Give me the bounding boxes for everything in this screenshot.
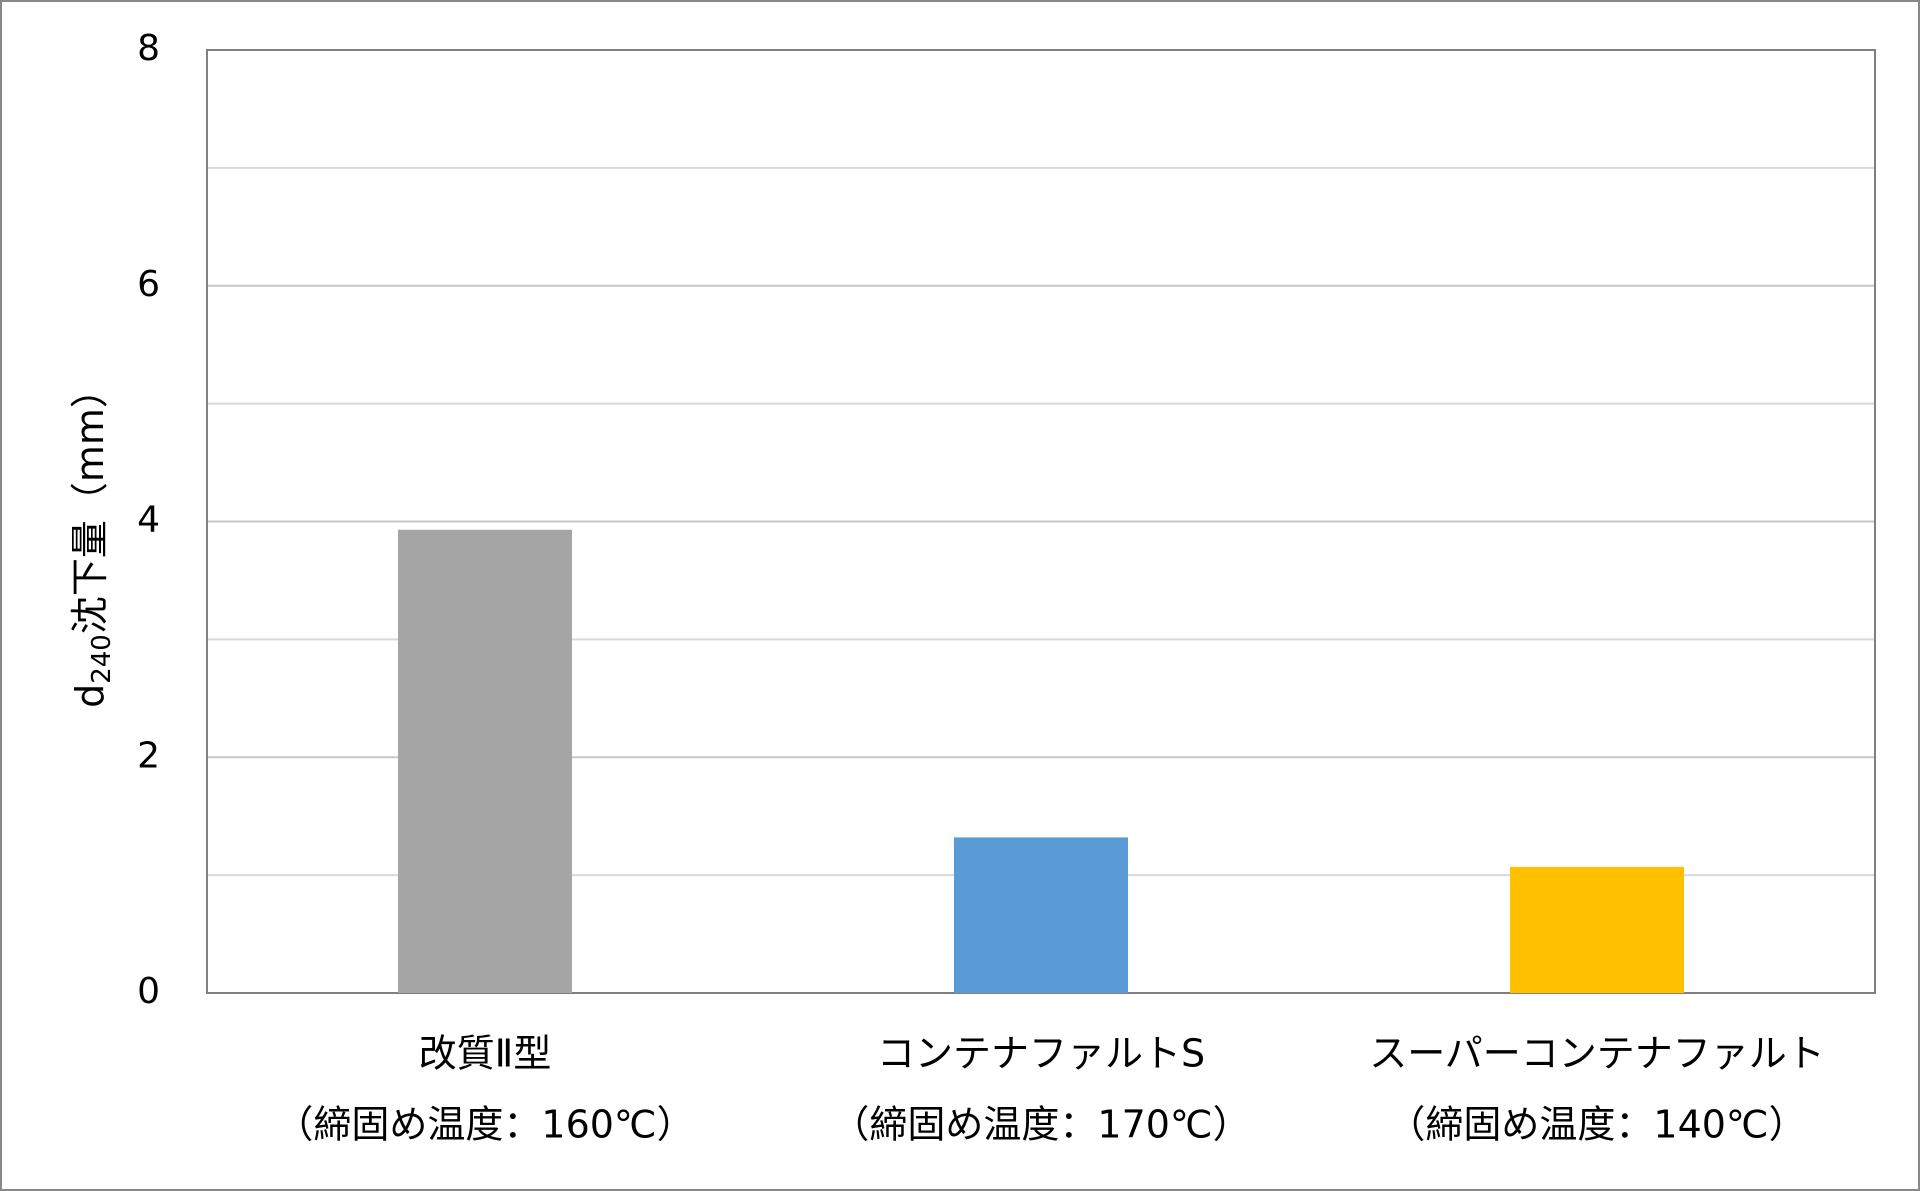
x-tick-label: 改質Ⅱ型 [419, 1032, 552, 1076]
y-tick-label: 4 [137, 500, 160, 541]
bar [398, 529, 572, 993]
y-tick-label: 6 [137, 264, 160, 305]
y-label-main: d [68, 684, 112, 708]
y-tick-label: 2 [137, 735, 160, 776]
y-tick-label: 8 [137, 28, 160, 69]
y-label-subscript: 240 [87, 634, 117, 684]
x-tick-label: スーパーコンテナファルト [1369, 1032, 1825, 1076]
y-axis-label: d240沈下量（mm） [68, 370, 117, 708]
y-label-rest: 沈下量（mm） [68, 370, 112, 634]
x-tick-label: コンテナファルトS [877, 1032, 1205, 1076]
bar [1510, 866, 1684, 993]
x-tick-label: （締固め温度：170℃） [831, 1103, 1250, 1147]
y-tick-label: 0 [137, 971, 160, 1012]
x-tick-label: （締固め温度：140℃） [1387, 1103, 1806, 1147]
x-tick-label: （締固め温度：160℃） [275, 1103, 694, 1147]
bar [954, 837, 1128, 993]
